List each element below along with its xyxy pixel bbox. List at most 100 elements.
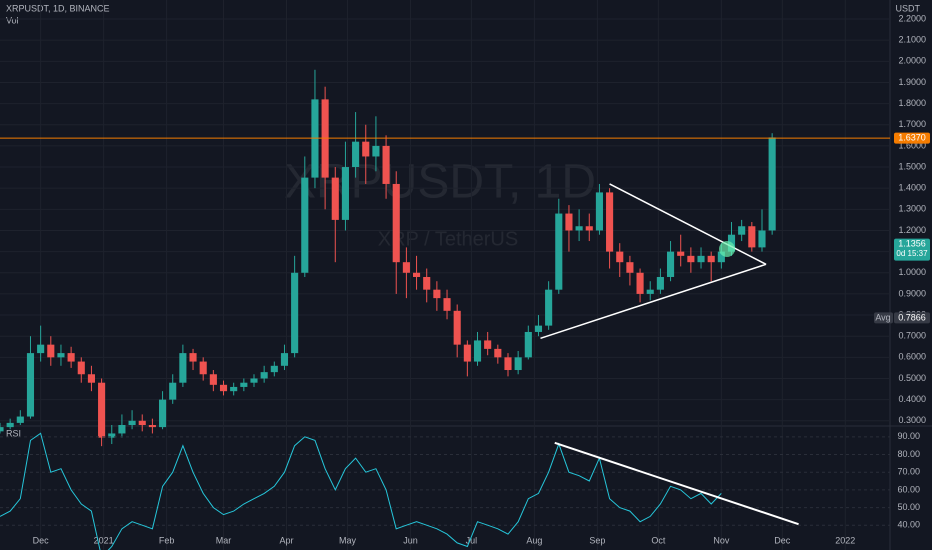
candle-body	[636, 272, 644, 294]
rsi-tick-label: 70.00	[897, 467, 920, 477]
price-label: 1.6370	[898, 132, 926, 142]
candle-body	[433, 289, 441, 299]
candle-body	[758, 230, 766, 248]
candle-body	[412, 272, 421, 277]
watermark-symbol: XRPUSDT, 1D	[284, 156, 596, 209]
rsi-title: RSI	[6, 428, 21, 438]
x-tick-label: Aug	[526, 535, 542, 545]
candle-body	[67, 353, 75, 362]
volume-label: Vol	[6, 15, 19, 25]
y-tick-label: 1.8000	[898, 98, 926, 108]
candle-body	[230, 386, 238, 392]
watermark-name: XRP / TetherUS	[378, 228, 518, 250]
candle-body	[26, 353, 35, 417]
candle-body	[189, 353, 197, 362]
candle-body	[666, 251, 675, 277]
candle-body	[616, 251, 624, 263]
candle-body	[280, 353, 289, 366]
rsi-tick-label: 40.00	[897, 520, 920, 530]
x-tick-label: Dec	[33, 535, 50, 545]
price-label-box	[894, 132, 930, 144]
candle-body	[98, 382, 106, 438]
candle-body	[16, 416, 24, 423]
y-tick-label: 0.4000	[898, 394, 926, 404]
candle-body	[169, 382, 177, 400]
candle-body	[738, 226, 746, 235]
candle-body	[494, 348, 502, 358]
x-tick-label: Oct	[651, 535, 666, 545]
rsi-line	[0, 432, 722, 550]
candle-body	[87, 374, 95, 383]
price-label-box	[894, 312, 930, 324]
candle-body	[138, 420, 146, 425]
y-tick-label: 1.5000	[898, 161, 926, 171]
rsi-tick-label: 50.00	[897, 502, 920, 512]
candle-body	[484, 340, 492, 349]
price-label-box	[894, 238, 930, 261]
x-tick-label: May	[339, 535, 357, 545]
candle-body	[372, 145, 380, 157]
candle-body	[331, 177, 339, 220]
candle-body	[626, 262, 634, 273]
candle-body	[219, 384, 228, 392]
y-tick-label: 2.0000	[898, 56, 926, 66]
candle-body	[606, 192, 614, 252]
price-label: 1.1356	[898, 238, 926, 248]
x-tick-label: Nov	[713, 535, 730, 545]
candle-body	[250, 378, 258, 383]
y-tick-label: 0.5000	[898, 373, 926, 383]
candle-body	[687, 255, 695, 263]
rsi-tick-label: 80.00	[897, 449, 920, 459]
avg-tag-box	[874, 312, 893, 324]
candle-body	[270, 365, 278, 373]
candle-body	[57, 353, 65, 358]
candle-body	[352, 141, 360, 168]
countdown-label: 0d 15:37	[896, 249, 928, 258]
x-tick-label: Sep	[589, 535, 605, 545]
candle-body	[463, 344, 471, 362]
y-tick-label: 1.9000	[898, 77, 926, 87]
candle-body	[47, 344, 55, 358]
candle-body	[707, 255, 715, 263]
candle-body	[697, 255, 705, 263]
candle-body	[402, 262, 410, 273]
candle-body	[524, 331, 532, 358]
candle-body	[555, 213, 563, 290]
candle-body	[595, 192, 603, 231]
candle-body	[148, 425, 156, 428]
candle-body	[118, 425, 126, 434]
candle-body	[453, 310, 461, 345]
candle-body	[392, 183, 400, 263]
candle-body	[656, 276, 664, 290]
candle-body	[291, 272, 299, 354]
candle-body	[443, 298, 451, 311]
candle-body	[473, 340, 482, 362]
candle-body	[159, 399, 167, 428]
rsi-tick-label: 60.00	[897, 484, 920, 494]
candle-body	[199, 361, 207, 375]
y-tick-label: 1.7000	[898, 119, 926, 129]
x-tick-label: 2022	[835, 535, 855, 545]
candle-body	[301, 177, 309, 273]
x-tick-label: Dec	[774, 535, 791, 545]
candle-body	[585, 226, 593, 231]
y-tick-label: 0.3000	[898, 415, 926, 425]
avg-tag: Avg	[875, 312, 890, 322]
y-tick-label: 1.2000	[898, 225, 926, 235]
candle-body	[0, 427, 4, 432]
x-tick-label: Feb	[159, 535, 175, 545]
symbol-title: XRPUSDT, 1D, BINANCE	[6, 3, 110, 13]
price-label: 0.7866	[898, 312, 926, 322]
y-tick-label: 1.6000	[898, 140, 926, 150]
y-tick-label: 2.2000	[898, 13, 926, 23]
candle-body	[77, 361, 85, 375]
candle-body	[565, 213, 573, 231]
candle-body	[545, 289, 553, 326]
trend-line	[609, 183, 767, 265]
candle-body	[128, 420, 136, 425]
candle-body	[717, 251, 725, 263]
candle-body	[6, 422, 14, 428]
candle-body	[677, 251, 685, 256]
candle-body	[504, 357, 512, 371]
